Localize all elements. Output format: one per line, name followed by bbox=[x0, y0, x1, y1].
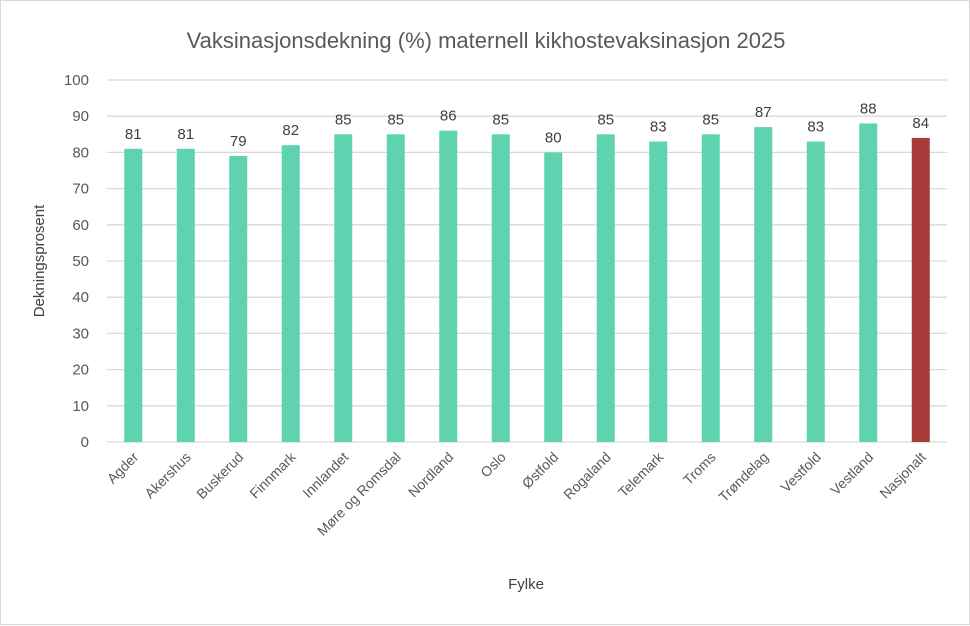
bar-akershus bbox=[176, 148, 195, 442]
x-tick-label: Vestland bbox=[827, 449, 876, 498]
y-tick-label: 0 bbox=[81, 434, 89, 451]
bar-finnmark bbox=[281, 145, 300, 442]
bar-trøndelag bbox=[754, 127, 773, 442]
x-tick-label: Akershus bbox=[141, 449, 194, 502]
data-label: 79 bbox=[230, 133, 247, 150]
y-tick-label: 10 bbox=[72, 398, 89, 415]
bar-vestland bbox=[859, 123, 878, 442]
data-label: 88 bbox=[860, 100, 877, 117]
y-tick-label: 40 bbox=[72, 289, 89, 306]
data-label: 81 bbox=[177, 126, 194, 143]
bar-troms bbox=[701, 134, 720, 443]
y-tick-label: 50 bbox=[72, 253, 89, 270]
bar-oslo bbox=[491, 134, 510, 443]
x-tick-label: Vestfold bbox=[777, 449, 824, 496]
y-tick-label: 80 bbox=[72, 144, 89, 161]
x-tick-label: Agder bbox=[104, 449, 142, 487]
x-tick-label: Oslo bbox=[477, 449, 509, 481]
data-label: 86 bbox=[440, 108, 457, 125]
bar-østfold bbox=[544, 152, 563, 442]
x-tick-label: Finnmark bbox=[246, 448, 299, 501]
bar-nordland bbox=[439, 130, 458, 442]
bar-agder bbox=[124, 148, 143, 442]
y-tick-label: 100 bbox=[64, 72, 89, 89]
x-tick-label: Telemark bbox=[615, 448, 667, 500]
bars bbox=[124, 123, 930, 443]
y-tick-label: 70 bbox=[72, 181, 89, 198]
data-label: 85 bbox=[492, 111, 509, 128]
x-tick-label: Rogaland bbox=[560, 449, 614, 503]
x-tick-label: Østfold bbox=[519, 449, 562, 492]
x-tick-label: Trøndelag bbox=[715, 449, 771, 505]
bar-buskerud bbox=[229, 156, 248, 442]
y-tick-label: 90 bbox=[72, 108, 89, 125]
data-label: 83 bbox=[807, 119, 824, 136]
y-axis-ticks: 0 10 20 30 40 50 60 70 80 90 100 bbox=[64, 72, 89, 451]
bar-telemark bbox=[649, 141, 668, 443]
data-label: 85 bbox=[387, 111, 404, 128]
data-label: 81 bbox=[125, 126, 142, 143]
y-tick-label: 20 bbox=[72, 362, 89, 379]
x-tick-label: Troms bbox=[680, 449, 719, 488]
bar-vestfold bbox=[806, 141, 825, 443]
data-label: 80 bbox=[545, 129, 562, 146]
x-tick-label: Nasjonalt bbox=[876, 449, 929, 502]
data-label: 85 bbox=[702, 111, 719, 128]
x-axis-ticks: Agder Akershus Buskerud Finnmark InnlandetMø… bbox=[104, 448, 929, 539]
data-label: 84 bbox=[912, 115, 929, 132]
x-tick-label: Innlandet bbox=[299, 449, 351, 501]
y-tick-label: 30 bbox=[72, 325, 89, 342]
bar-innlandet bbox=[334, 134, 353, 443]
y-tick-label: 60 bbox=[72, 217, 89, 234]
x-tick-label: Buskerud bbox=[193, 449, 246, 502]
bar-møre-og-romsdal bbox=[386, 134, 405, 443]
data-label: 87 bbox=[755, 104, 772, 121]
bar-rogaland bbox=[596, 134, 615, 443]
y-axis-label: Dekningsprosent bbox=[31, 204, 48, 317]
data-label: 85 bbox=[597, 111, 614, 128]
data-label: 83 bbox=[650, 119, 667, 136]
data-labels: 81 81 79 82 85 85 86 85 80 85 83 85 87 83 88 84 bbox=[125, 100, 929, 150]
x-axis-label: Fylke bbox=[508, 576, 544, 593]
bar-nasjonalt bbox=[911, 137, 930, 443]
data-label: 85 bbox=[335, 111, 352, 128]
x-tick-label: Nordland bbox=[405, 449, 456, 500]
data-label: 82 bbox=[282, 122, 299, 139]
chart-title: Vaksinasjonsdekning (%) maternell kikhos… bbox=[187, 28, 786, 53]
